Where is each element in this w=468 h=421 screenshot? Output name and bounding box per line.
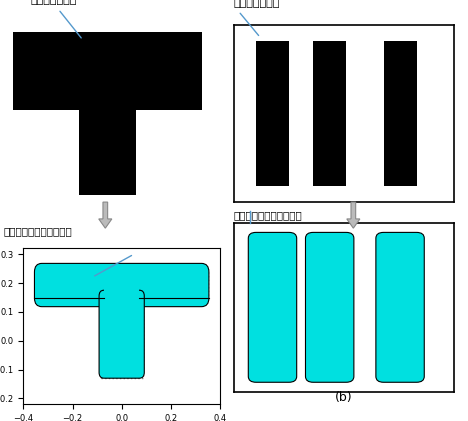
Bar xyxy=(101,300,143,378)
Bar xyxy=(104,282,139,298)
Bar xyxy=(313,41,346,186)
Text: 露光で形成されパターン: 露光で形成されパターン xyxy=(4,226,73,236)
Bar xyxy=(79,110,137,195)
FancyBboxPatch shape xyxy=(99,290,144,378)
FancyBboxPatch shape xyxy=(376,232,424,382)
Bar xyxy=(13,32,202,110)
Text: 露光で形成されパターン: 露光で形成されパターン xyxy=(234,210,303,221)
Text: (b): (b) xyxy=(335,391,353,404)
Bar xyxy=(256,41,289,186)
Text: マスクパターン: マスクパターン xyxy=(234,0,280,8)
FancyBboxPatch shape xyxy=(249,232,297,382)
Bar xyxy=(36,269,208,300)
FancyBboxPatch shape xyxy=(35,264,209,306)
Bar xyxy=(384,41,417,186)
FancyBboxPatch shape xyxy=(306,232,354,382)
Text: マスクパターン: マスクパターン xyxy=(31,0,77,5)
